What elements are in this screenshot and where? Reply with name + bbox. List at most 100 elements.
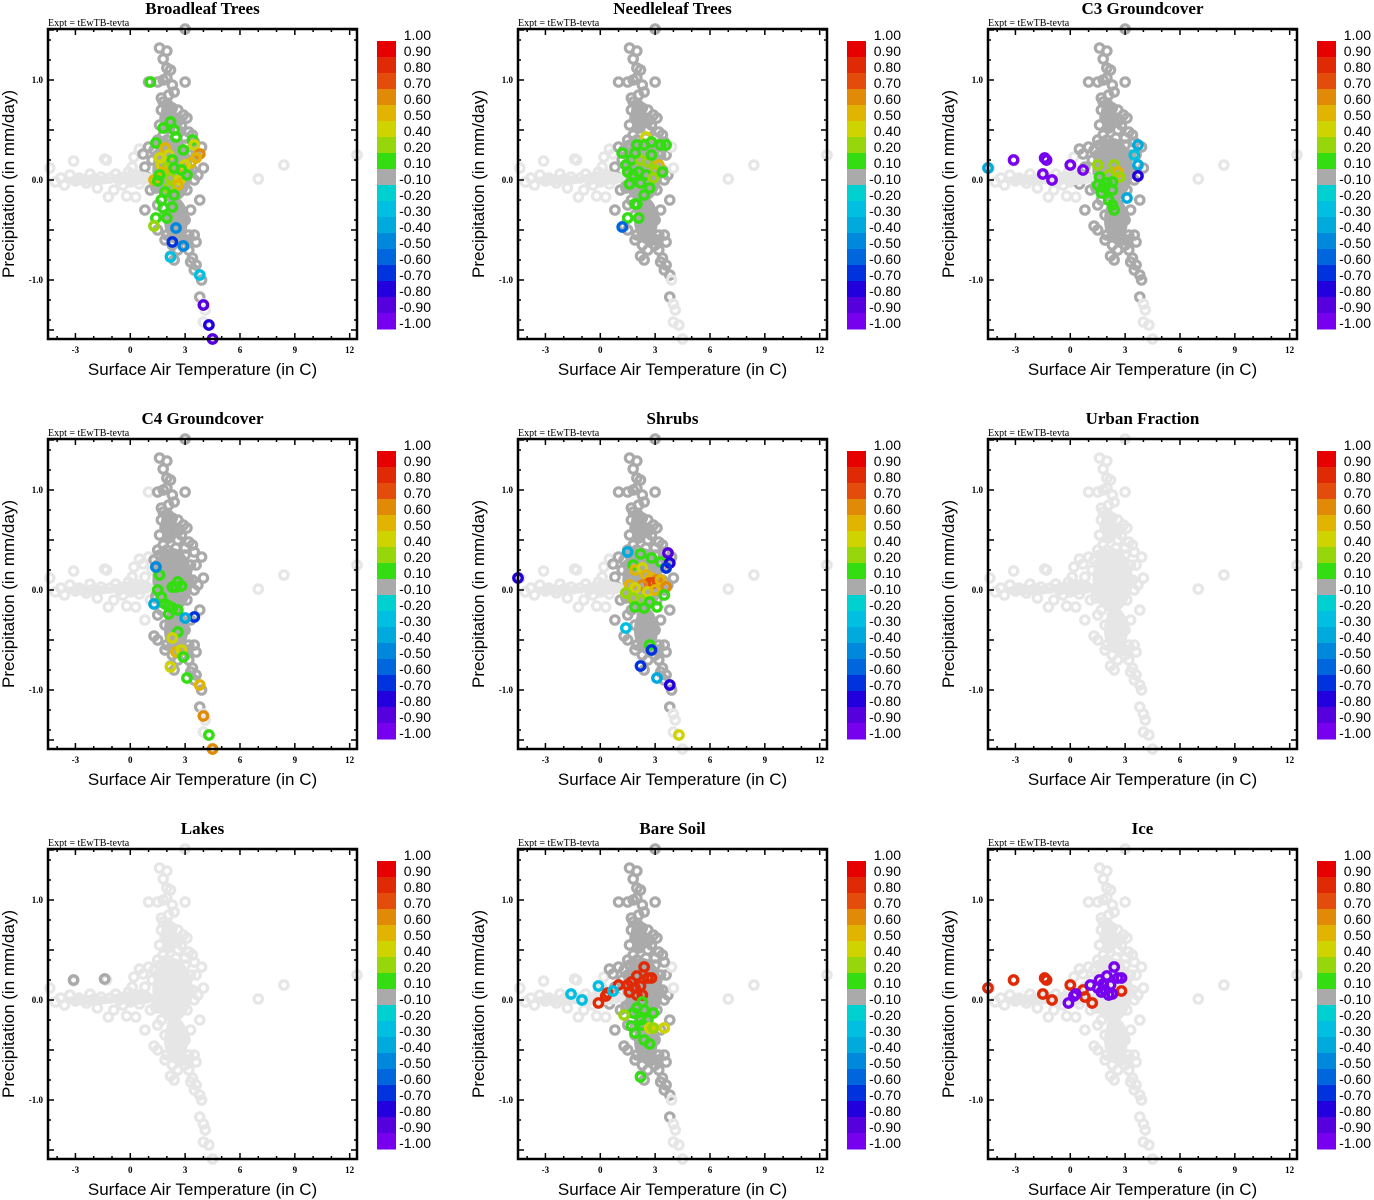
- base-point: [195, 1094, 208, 1106]
- plot-frame: [46, 847, 359, 1161]
- data-point: [175, 580, 188, 592]
- colorbar-label: -0.10: [1339, 581, 1371, 597]
- y-tick-label: 1.0: [972, 485, 984, 495]
- colorbar-label: -0.40: [1339, 629, 1371, 645]
- colorbar-label: -1.00: [869, 315, 901, 331]
- colorbar-label: 1.00: [404, 27, 431, 43]
- x-tick-label: -3: [542, 1165, 550, 1175]
- base-point: [1139, 714, 1152, 726]
- colorbar-label: 0.20: [1344, 549, 1371, 565]
- base-point: [100, 154, 113, 166]
- base-point: [203, 1139, 215, 1151]
- base-point: [137, 968, 149, 980]
- colorbar-segment: [1317, 563, 1336, 580]
- colorbar-label: 0.50: [404, 517, 431, 533]
- data-point: [1095, 187, 1108, 199]
- data-point: [1046, 994, 1058, 1006]
- base-point: [645, 939, 658, 951]
- data-point: [148, 598, 160, 610]
- x-tick-label: 12: [1285, 345, 1295, 355]
- base-point: [629, 644, 641, 656]
- panel-title: Lakes: [181, 819, 225, 838]
- colorbar-label: -0.70: [869, 267, 901, 283]
- base-point: [1119, 132, 1131, 144]
- colorbar-segment: [377, 1021, 396, 1038]
- colorbar-segment: [1317, 153, 1336, 170]
- base-point: [1135, 684, 1148, 696]
- base-point: [665, 961, 678, 973]
- base-point: [570, 154, 583, 166]
- data-point: [619, 622, 632, 634]
- base-point: [1042, 191, 1055, 203]
- base-point: [193, 194, 206, 206]
- colorbar-label: 0.40: [404, 533, 431, 549]
- data-point: [188, 139, 201, 151]
- colorbar-label: -0.80: [399, 1103, 431, 1119]
- x-tick-label: 9: [1233, 1165, 1238, 1175]
- plot-frame: [986, 27, 1299, 341]
- x-tick-label: 12: [1285, 1165, 1295, 1175]
- data-point: [166, 201, 179, 213]
- scatter-panel: Lakes Expt = tEwTB-tevta -3 0 3 6 9 12 1.0 0.0 -1.…: [0, 819, 431, 1199]
- base-point: [578, 184, 590, 196]
- plot-frame: [516, 437, 829, 751]
- data-point: [181, 672, 193, 684]
- colorbar-label: 1.00: [1344, 847, 1371, 863]
- base-point: [669, 714, 682, 726]
- dense-cloud: [152, 958, 193, 1022]
- base-point: [748, 979, 760, 991]
- data-point: [607, 985, 619, 997]
- x-tick-label: 0: [128, 345, 133, 355]
- plot-frame: [986, 847, 1299, 1161]
- base-point: [1192, 993, 1205, 1005]
- colorbar-label: -0.30: [1339, 613, 1371, 629]
- data-point: [662, 547, 674, 559]
- base-point: [1079, 1024, 1091, 1036]
- colorbar-segment: [377, 909, 396, 926]
- colorbar-label: 0.50: [874, 107, 901, 123]
- base-point: [1119, 76, 1131, 88]
- colorbar-segment: [377, 877, 396, 894]
- colorbar-label: 0.90: [1344, 453, 1371, 469]
- base-point: [1124, 666, 1137, 678]
- base-point: [1069, 601, 1082, 613]
- base-point: [1115, 939, 1128, 951]
- base-point: [1060, 600, 1073, 612]
- base-point: [137, 148, 149, 160]
- points-layer: [514, 843, 833, 1165]
- colorbar-segment: [847, 877, 866, 894]
- base-point: [660, 969, 672, 981]
- base-point: [1099, 644, 1111, 656]
- base-point: [660, 646, 672, 658]
- base-point: [91, 182, 104, 194]
- colorbar-segment: [847, 989, 866, 1006]
- colorbar-label: -0.20: [399, 187, 431, 203]
- y-tick-label: 0.0: [32, 585, 44, 595]
- colorbar-segment: [1317, 499, 1336, 516]
- data-point: [629, 198, 641, 210]
- data-point: [1132, 170, 1144, 182]
- base-point: [139, 981, 151, 993]
- base-point: [1143, 319, 1155, 331]
- base-point: [667, 1118, 680, 1130]
- colorbar-label: -0.50: [869, 235, 901, 251]
- x-axis-label: Surface Air Temperature (in C): [88, 1180, 317, 1199]
- colorbar-segment: [377, 925, 396, 942]
- x-tick-label: 3: [183, 1165, 188, 1175]
- colorbar-segment: [1317, 217, 1336, 234]
- colorbar-segment: [1317, 233, 1336, 250]
- colorbar-segment: [847, 893, 866, 910]
- base-point: [629, 234, 641, 246]
- colorbar-label: 0.40: [404, 943, 431, 959]
- base-point: [669, 1124, 682, 1136]
- colorbar-segment: [1317, 675, 1336, 692]
- dense-cloud: [1051, 171, 1096, 185]
- colorbar-label: -0.50: [1339, 235, 1371, 251]
- colorbar-label: -1.00: [1339, 1135, 1371, 1151]
- base-point: [1124, 1024, 1137, 1036]
- base-point: [1130, 1056, 1142, 1068]
- base-point: [1119, 486, 1131, 498]
- colorbar-segment: [1317, 659, 1336, 676]
- data-point: [663, 679, 676, 691]
- colorbar-label: -0.40: [869, 219, 901, 235]
